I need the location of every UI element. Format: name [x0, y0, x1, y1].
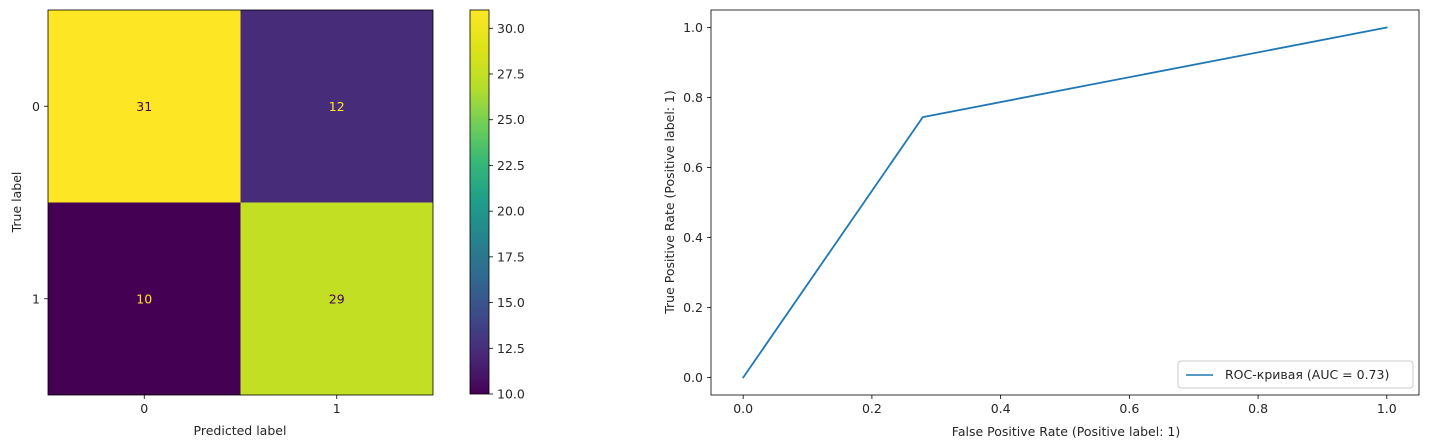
cm-value-0-1: 12	[329, 99, 345, 114]
cm-value-1-0: 10	[136, 291, 152, 306]
cm-ytick-label: 0	[32, 99, 40, 114]
roc-xlabel: False Positive Rate (Positive label: 1)	[952, 424, 1180, 439]
cm-xlabel: Predicted label	[194, 423, 287, 438]
roc-ytick-label: 0.6	[683, 160, 703, 175]
roc-xtick-label: 0.2	[862, 401, 882, 416]
colorbar-tick-label: 20.0	[497, 204, 525, 219]
legend-box	[1177, 360, 1414, 389]
roc-ytick-label: 0.8	[683, 90, 703, 105]
roc-ytick-label: 0.2	[683, 300, 703, 315]
legend: ROC-кривая (AUC = 0.73)	[1177, 360, 1414, 389]
cm-ytick-label: 1	[32, 291, 40, 306]
roc-xtick-label: 0.8	[1248, 401, 1268, 416]
colorbar	[469, 9, 490, 395]
roc-ylabel: True Positive Rate (Positive label: 1)	[662, 90, 677, 315]
roc-xtick-label: 1.0	[1377, 401, 1397, 416]
colorbar-tick-label: 30.0	[497, 21, 525, 36]
colorbar-tick-label: 12.5	[497, 341, 525, 356]
cm-frame	[47, 9, 434, 396]
roc-ytick-label: 1.0	[683, 20, 703, 35]
colorbar-tick-label: 27.5	[497, 67, 525, 82]
cm-cell-0-1	[240, 10, 433, 203]
cm-ylabel: True label	[9, 172, 24, 234]
colorbar-tick-label: 10.0	[497, 387, 525, 402]
cm-xtick-label: 1	[333, 401, 341, 416]
roc-plot: 0.0 0.2 0.4 0.6 0.8 1.0 0.0 0.2 0.4 0.6 0.8 1.0	[683, 9, 1420, 416]
roc-axes-frame	[710, 9, 1420, 396]
cm-cell-1-1	[240, 202, 433, 395]
roc-ytick-label: 0.0	[683, 370, 703, 385]
roc-xtick-label: 0.4	[991, 401, 1011, 416]
colorbar-tick-label: 15.0	[497, 295, 525, 310]
cm-cell-1-0	[48, 202, 241, 395]
colorbar-ticks: 10.0 12.5 15.0 17.5 20.0 22.5 25.0 27.5 30.0	[489, 21, 525, 402]
colorbar-tick-label: 22.5	[497, 158, 525, 173]
colorbar-tick-label: 17.5	[497, 249, 525, 264]
roc-xtick-label: 0.0	[733, 401, 753, 416]
cm-cell-0-0	[48, 10, 241, 203]
cm-value-0-0: 31	[136, 99, 152, 114]
roc-xtick-label: 0.6	[1119, 401, 1139, 416]
roc-curve-0	[742, 26, 1388, 379]
colorbar-tick-label: 25.0	[497, 112, 525, 127]
cm-value-1-1: 29	[329, 291, 345, 306]
cm-xtick-label: 0	[140, 401, 148, 416]
roc-ytick-label: 0.4	[683, 230, 703, 245]
legend-label: ROC-кривая (AUC = 0.73)	[1225, 367, 1389, 382]
